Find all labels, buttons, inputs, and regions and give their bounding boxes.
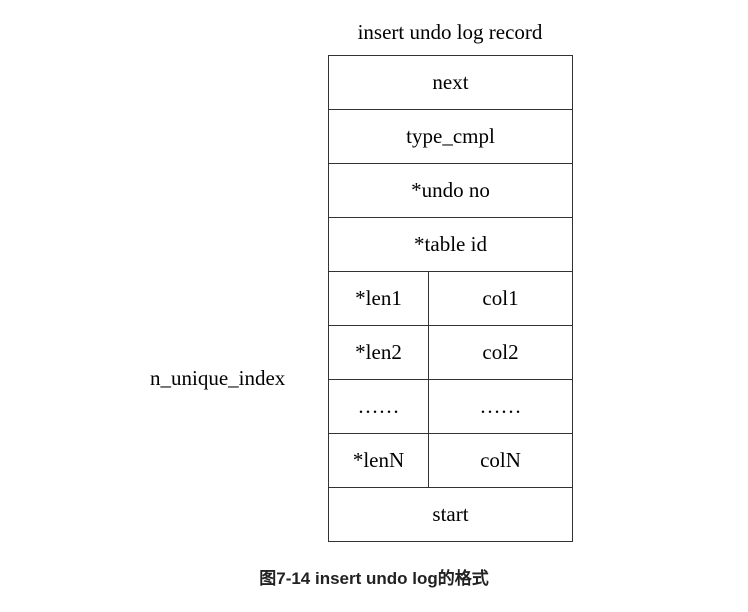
cell-len-2: *len2: [329, 326, 429, 379]
cell-type-cmpl: type_cmpl: [406, 124, 495, 148]
cell-len-1: *len1: [329, 272, 429, 325]
row-column-n: *lenN colN: [329, 434, 572, 488]
figure-caption: 图7-14 insert undo log的格式: [259, 569, 489, 588]
cell-len-n: *lenN: [329, 434, 429, 487]
row-column-2: *len2 col2: [329, 326, 572, 380]
cell-col-1: col1: [482, 286, 519, 310]
cell-col-ellipsis: ……: [479, 394, 522, 418]
row-column-1: *len1 col1: [329, 272, 572, 326]
row-type-cmpl: type_cmpl: [329, 110, 572, 164]
cell-table-id: *table id: [414, 232, 487, 256]
cell-undo-no: *undo no: [411, 178, 490, 202]
diagram-title: insert undo log record: [357, 20, 543, 44]
record-structure-table: next type_cmpl *undo no *table id *len1 …: [328, 55, 573, 542]
row-undo-no: *undo no: [329, 164, 572, 218]
row-start: start: [329, 488, 572, 540]
cell-next: next: [432, 70, 469, 94]
row-next: next: [329, 56, 572, 110]
row-table-id: *table id: [329, 218, 572, 272]
cell-col-n: colN: [480, 448, 521, 472]
cell-len-ellipsis: ……: [329, 380, 429, 433]
cell-col-2: col2: [482, 340, 519, 364]
cell-start: start: [432, 501, 469, 526]
n-unique-index-label: n_unique_index: [150, 366, 286, 390]
row-column-ellipsis: …… ……: [329, 380, 572, 434]
